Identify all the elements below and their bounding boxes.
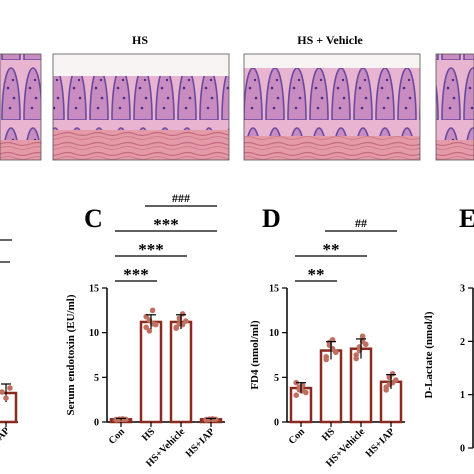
chart-d-y-tick-label: 15 (269, 284, 279, 295)
chart-c-category-label: HS+IAP (184, 426, 217, 459)
left-cropped-chart: IAP (0, 239, 18, 445)
chart-d-category-label: Con (287, 426, 308, 447)
histology-panel-hs (52, 53, 230, 161)
chart-d-point (293, 392, 300, 399)
chart-c-y-tick-label: 10 (89, 328, 99, 339)
chart-e-y-tick-label: 2 (460, 337, 465, 348)
histology-title-hs-vehicle: HS + Vehicle (297, 33, 363, 47)
chart-e: E D-Lactate (nmol/l) 0 1 2 3 (423, 204, 474, 455)
chart-c-significance-label: *** (153, 215, 179, 234)
histology-panel-cropped-right (435, 53, 474, 161)
chart-c-y-tick-label: 0 (94, 418, 99, 429)
chart-d-significance-label: ## (355, 216, 367, 230)
chart-d-category-label: HS+IAP (364, 426, 397, 459)
chart-d-significance-label: ** (308, 265, 325, 284)
chart-c-point (143, 324, 149, 331)
chart-c-category-label: Con (107, 426, 128, 447)
chart-e-ylabel: D-Lactate (nmol/l) (423, 311, 435, 398)
chart-c-significance-label: *** (123, 265, 149, 284)
chart-c-point (146, 328, 153, 334)
left-cropped-point (7, 385, 13, 391)
panel-letter-d: D (262, 204, 281, 233)
left-cropped-category-label: IAP (0, 425, 12, 445)
chart-d-point (333, 349, 339, 356)
chart-c-ylabel: Serum endotoxin (EU/ml) (65, 294, 77, 415)
chart-d-ylabel: FD4 (nmol/ml) (249, 320, 261, 390)
chart-c-bar (139, 320, 163, 424)
chart-c-bar (169, 320, 193, 424)
chart-d-point (359, 333, 366, 340)
chart-c-point (149, 307, 156, 314)
chart-c-significance-label: ### (172, 191, 190, 205)
chart-d-point (323, 353, 330, 360)
left-cropped-point (0, 389, 5, 395)
chart-d-category-label: HS (320, 426, 338, 444)
panel-letter-e: E (459, 204, 474, 233)
panel-letter-c: C (84, 204, 103, 233)
chart-c-category-label: HS (140, 426, 158, 444)
chart-c-significance-label: *** (138, 240, 164, 259)
chart-d-y-tick-label: 5 (274, 373, 279, 384)
chart-d-y-tick-label: 10 (269, 328, 279, 339)
chart-d-bar (319, 349, 343, 424)
chart-e-y-tick-label: 3 (460, 284, 465, 295)
chart-c-y-tick-label: 5 (94, 373, 99, 384)
chart-e-y-tick-label: 0 (460, 444, 465, 455)
chart-c-point (183, 318, 189, 324)
chart-d-point (353, 352, 360, 358)
histology-title-hs: HS (132, 33, 148, 47)
chart-d-significance-label: ** (323, 240, 340, 259)
histology-row: HS HS + Vehicle (0, 33, 474, 161)
chart-c-y-tick-label: 15 (89, 284, 99, 295)
chart-d-y-tick-label: 0 (274, 418, 279, 429)
chart-e-y-tick-label: 1 (460, 390, 465, 401)
chart-c-point (173, 324, 179, 331)
left-cropped-point (3, 395, 9, 401)
chart-d-point (383, 384, 390, 390)
histology-panel-cropped-left (0, 53, 42, 161)
histology-panel-hs-vehicle (243, 53, 421, 161)
